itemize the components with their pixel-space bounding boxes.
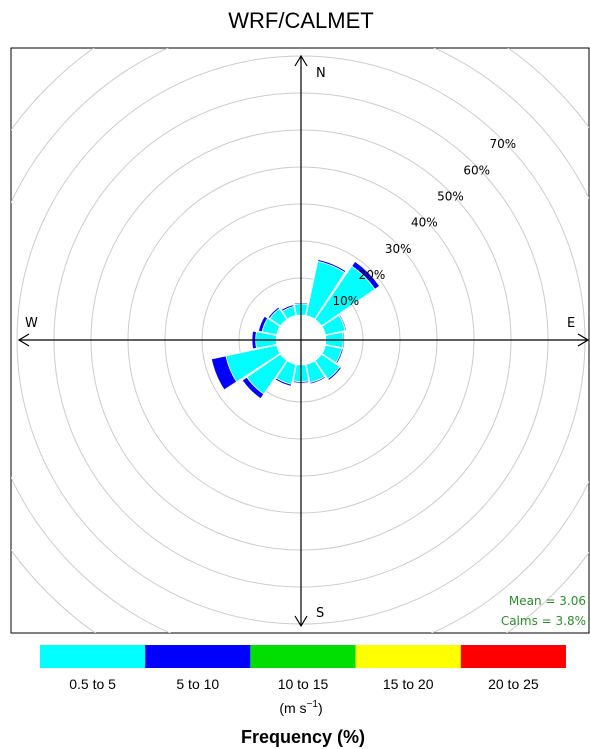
ring-label-3: 30% bbox=[385, 242, 412, 256]
legend-swatch bbox=[145, 645, 251, 668]
ring-labels: 10% 20% 30% 40% 50% 60% 70% bbox=[333, 137, 517, 308]
south-label: S bbox=[316, 606, 324, 621]
petal-segment bbox=[309, 375, 327, 385]
legend-bin-label: 20 to 25 bbox=[488, 676, 539, 692]
south-arrow bbox=[294, 615, 308, 628]
legend-bin-label: 0.5 to 5 bbox=[69, 676, 116, 692]
legend-bin-label: 5 to 10 bbox=[176, 676, 219, 692]
legend-bin-label: 10 to 15 bbox=[278, 676, 329, 692]
north-arrow bbox=[294, 54, 308, 67]
ring-label-5: 50% bbox=[437, 190, 464, 204]
petal-segment bbox=[274, 377, 293, 387]
petal-segment bbox=[327, 366, 342, 381]
petal-segment bbox=[280, 304, 295, 312]
calms-label: Calms = 3.8% bbox=[501, 614, 586, 628]
legend-swatch bbox=[40, 645, 146, 668]
north-label: N bbox=[316, 66, 326, 81]
ring-label-1: 10% bbox=[333, 294, 360, 308]
legend-bin-label: 15 to 20 bbox=[383, 676, 434, 692]
petal-segment bbox=[338, 314, 347, 332]
petal-segment bbox=[335, 348, 344, 365]
mean-label: Mean = 3.06 bbox=[509, 594, 586, 608]
units-label: (m s−1) bbox=[279, 699, 322, 716]
east-arrow bbox=[577, 333, 590, 347]
ring-label-4: 40% bbox=[411, 216, 438, 230]
legend-colorbar: 0.5 to 5 5 to 10 10 to 15 15 to 20 20 to 25 bbox=[40, 645, 566, 692]
petal-segment bbox=[317, 258, 347, 274]
west-arrow bbox=[17, 333, 30, 347]
west-label: W bbox=[25, 316, 38, 331]
petal-segment bbox=[241, 376, 265, 400]
east-label: E bbox=[567, 316, 575, 331]
compass-axes bbox=[17, 54, 590, 628]
petal-segment bbox=[210, 355, 238, 391]
legend-swatch bbox=[355, 645, 461, 668]
ring-label-7: 70% bbox=[489, 137, 516, 151]
chart-title: WRF/CALMET bbox=[228, 8, 373, 33]
ring-label-6: 60% bbox=[463, 163, 490, 177]
legend-swatch bbox=[250, 645, 356, 668]
petal-segment bbox=[257, 315, 269, 333]
legend-swatch bbox=[460, 645, 566, 668]
petal-segment bbox=[351, 260, 381, 290]
petal-segment bbox=[267, 306, 281, 320]
legend-title: Frequency (%) bbox=[241, 727, 365, 747]
ring-label-2: 20% bbox=[359, 268, 386, 282]
